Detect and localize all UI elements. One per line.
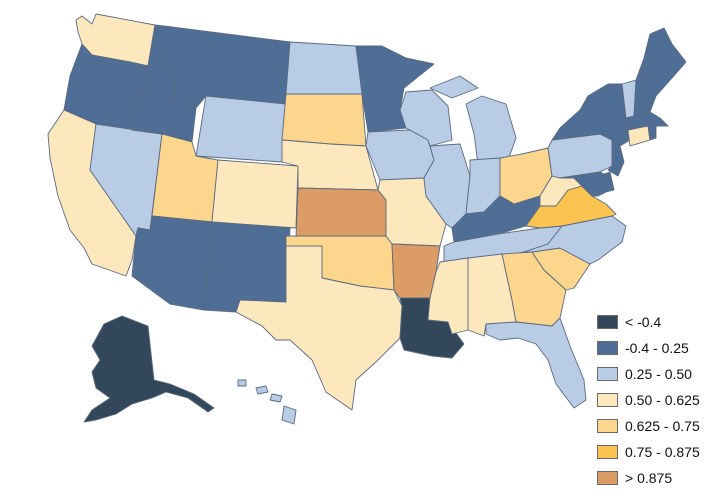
legend-label: > 0.875 bbox=[625, 469, 673, 486]
legend-item: 0.50 - 0.625 bbox=[597, 388, 721, 411]
legend-label: 0.25 - 0.50 bbox=[625, 365, 692, 382]
legend-item: < -0.4 bbox=[597, 310, 721, 333]
legend-label: 0.625 - 0.75 bbox=[625, 417, 700, 434]
state-wisconsin[interactable] bbox=[399, 89, 453, 147]
legend-label: < -0.4 bbox=[625, 313, 662, 330]
state-texas[interactable] bbox=[235, 245, 403, 411]
legend-item: > 0.875 bbox=[597, 466, 721, 489]
state-illinois[interactable] bbox=[423, 143, 471, 229]
legend-label: 0.75 - 0.875 bbox=[625, 443, 700, 460]
legend-item: 0.625 - 0.75 bbox=[597, 414, 721, 437]
legend-item: -0.4 - 0.25 bbox=[597, 336, 721, 359]
legend-swatch bbox=[597, 366, 618, 381]
state-new-mexico[interactable] bbox=[203, 221, 291, 313]
state-north-dakota[interactable] bbox=[285, 41, 363, 95]
legend-swatch bbox=[597, 340, 618, 355]
legend-swatch bbox=[597, 444, 618, 459]
legend-item: 0.75 - 0.875 bbox=[597, 440, 721, 463]
legend: < -0.4 -0.4 - 0.25 0.25 - 0.50 0.50 - 0.625… bbox=[597, 310, 721, 492]
state-connecticut[interactable] bbox=[627, 125, 651, 147]
state-arizona[interactable] bbox=[131, 215, 213, 311]
state-south-dakota[interactable] bbox=[281, 93, 367, 147]
legend-item: 0.25 - 0.50 bbox=[597, 362, 721, 385]
state-wyoming[interactable] bbox=[195, 95, 287, 163]
state-minnesota[interactable] bbox=[355, 45, 435, 133]
state-pennsylvania[interactable] bbox=[547, 133, 613, 179]
state-alaska[interactable] bbox=[83, 315, 215, 423]
state-kansas[interactable] bbox=[295, 187, 387, 237]
legend-swatch bbox=[597, 418, 618, 433]
state-montana[interactable] bbox=[163, 25, 291, 109]
state-colorado[interactable] bbox=[211, 159, 299, 229]
state-florida[interactable] bbox=[485, 317, 587, 409]
state-rhode-island[interactable] bbox=[647, 125, 657, 141]
legend-swatch bbox=[597, 392, 618, 407]
state-new-jersey[interactable] bbox=[607, 139, 625, 177]
state-maine[interactable] bbox=[643, 27, 687, 113]
state-michigan[interactable] bbox=[429, 75, 517, 165]
state-maryland[interactable] bbox=[559, 171, 607, 197]
legend-label: -0.4 - 0.25 bbox=[625, 339, 689, 356]
legend-label: 0.50 - 0.625 bbox=[625, 391, 700, 408]
legend-swatch bbox=[597, 470, 618, 485]
legend-swatch bbox=[597, 314, 618, 329]
state-hawaii[interactable] bbox=[237, 379, 297, 425]
